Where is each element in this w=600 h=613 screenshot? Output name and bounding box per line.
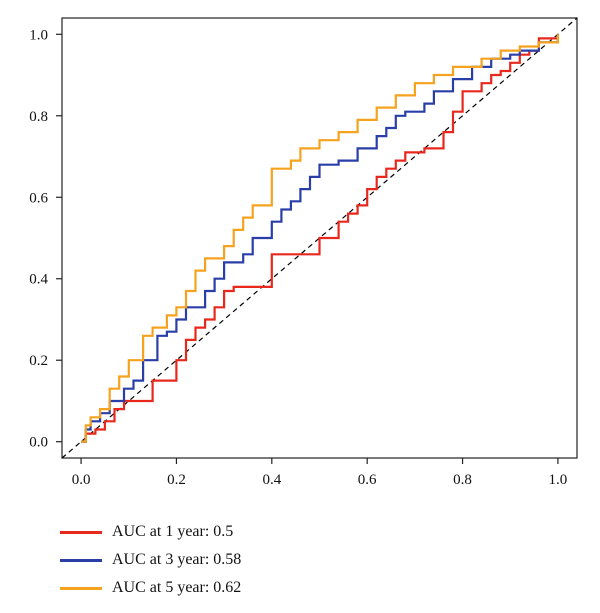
x-tick-label-0: 0.0 [72, 472, 91, 488]
y-axis: 0.0 0.2 0.4 0.6 0.8 1.0 [29, 27, 62, 451]
reference-diagonal-line [61, 17, 578, 459]
legend-label-1-year: AUC at 1 year: 0.5 [112, 523, 234, 540]
reference-line-layer [61, 17, 578, 459]
roc-chart: 0.0 0.2 0.4 0.6 0.8 1.0 0.0 0.2 0.4 0.6 0.8 1.0 [29, 17, 578, 488]
plot-border [61, 17, 578, 459]
legend-item-5-year: AUC at 5 year: 0.62 [60, 574, 241, 602]
x-tick-label-3: 0.6 [358, 472, 377, 488]
x-axis: 0.0 0.2 0.4 0.6 0.8 1.0 [72, 458, 568, 488]
legend-swatch-5-year [60, 586, 102, 590]
legend-label-5-year: AUC at 5 year: 0.62 [112, 579, 242, 596]
x-tick-label-5: 1.0 [549, 472, 568, 488]
legend-item-1-year: AUC at 1 year: 0.5 [60, 518, 241, 546]
series-line-3 [81, 34, 560, 443]
y-tick-label-0: 0.0 [29, 435, 48, 451]
y-tick-label-4: 0.8 [29, 109, 48, 125]
y-tick-label-1: 0.2 [29, 353, 48, 369]
plot-area [61, 17, 578, 459]
x-tick-label-1: 0.2 [167, 472, 186, 488]
legend-swatch-3-year [60, 558, 102, 562]
x-tick-label-4: 0.8 [453, 472, 472, 488]
y-tick-label-3: 0.6 [29, 190, 48, 206]
y-tick-label-5: 1.0 [29, 27, 48, 43]
series-line-2 [81, 34, 560, 443]
series-line-1 [81, 34, 560, 443]
legend-label-3-year: AUC at 3 year: 0.58 [112, 551, 242, 568]
legend: AUC at 1 year: 0.5 AUC at 3 year: 0.58 A… [60, 518, 241, 602]
x-tick-label-2: 0.4 [262, 472, 281, 488]
legend-item-3-year: AUC at 3 year: 0.58 [60, 546, 241, 574]
series-layer [81, 34, 560, 443]
legend-swatch-1-year [60, 530, 102, 534]
y-tick-label-2: 0.4 [29, 272, 48, 288]
